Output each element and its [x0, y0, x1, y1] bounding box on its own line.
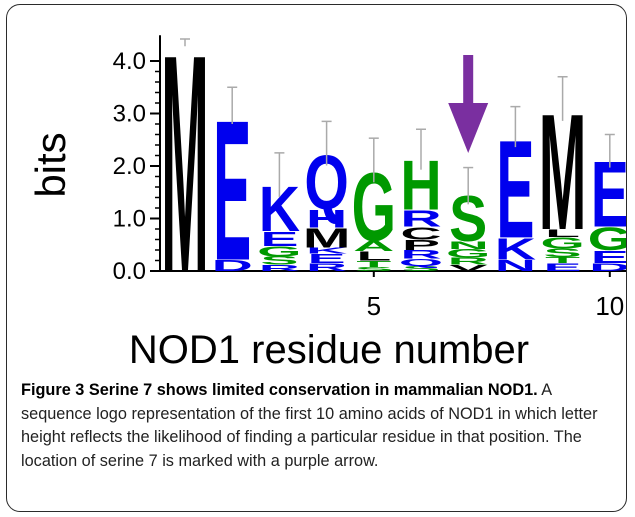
logo-letter: E	[308, 252, 346, 266]
logo-letter: G	[540, 234, 584, 252]
logo-letter: N	[495, 257, 536, 275]
logo-letter: D	[212, 257, 253, 275]
logo-letter: R	[400, 248, 441, 261]
x-axis-label: NOD1 residue number	[129, 328, 529, 372]
logo-letter: G	[446, 247, 490, 260]
logo-letter: K	[495, 232, 536, 266]
logo-letter: R	[306, 261, 347, 273]
purple-arrow-icon	[448, 55, 489, 153]
x-tick-label: 5	[367, 291, 381, 321]
figure-caption: Figure 3 Serine 7 shows limited conserva…	[21, 379, 621, 473]
logo-letter: L	[545, 227, 580, 239]
figure-body: A sequence logo representation of the fi…	[21, 381, 598, 470]
y-tick-label: 1.0	[113, 206, 146, 233]
logo-letter: T	[356, 259, 391, 269]
figure-label: Figure 3	[21, 381, 85, 399]
x-tick-label: 10	[595, 291, 624, 321]
logo-letter: G	[588, 221, 627, 257]
y-tick-label: 3.0	[113, 101, 146, 128]
y-axis-label: bits	[27, 132, 74, 197]
logo-letter: Q	[399, 257, 443, 268]
logo-letter: H	[306, 205, 347, 233]
logo-letter: A	[353, 238, 394, 254]
logo-letter: N	[448, 239, 489, 251]
y-tick-label: 0.0	[113, 258, 146, 285]
logo-letter: R	[448, 256, 489, 267]
logo-letter: M	[303, 223, 351, 254]
logo-letter: C	[400, 223, 441, 243]
logo-letter: R	[259, 263, 300, 273]
sequence-logo-chart: 0.01.02.03.04.05 10 M DE RSGEKREKMHQSTLAGSQ…	[27, 5, 627, 372]
logo-letter: S	[402, 264, 440, 272]
logo-letter: P	[402, 237, 440, 253]
logo-letter: E	[260, 228, 298, 251]
logo-letter: M	[161, 5, 209, 338]
logo-letter: G	[257, 243, 301, 259]
logo-letter: E	[591, 143, 627, 247]
logo-letter: E	[544, 261, 582, 273]
arrow-head	[448, 103, 489, 153]
logo-letter: S	[544, 246, 582, 259]
logo-letter: V	[449, 263, 487, 273]
logo-letter: D	[589, 261, 627, 273]
logo-letter: L	[356, 249, 391, 263]
logo-letter: R	[400, 206, 441, 231]
logo-letter: E	[591, 247, 627, 267]
logo-error-bars	[180, 38, 615, 205]
logo-axes: 0.0 1.0 2.0 3.0 4.0 5 10	[113, 35, 626, 321]
logo-letter: T	[545, 255, 580, 265]
logo-letter: K	[306, 246, 348, 256]
logo-letter: S	[355, 266, 393, 273]
y-tick-label: 4.0	[113, 48, 146, 75]
figure-title: Serine 7 shows limited conservation in m…	[88, 381, 538, 399]
logo-letter: S	[260, 254, 298, 267]
y-tick-label: 2.0	[113, 153, 146, 180]
